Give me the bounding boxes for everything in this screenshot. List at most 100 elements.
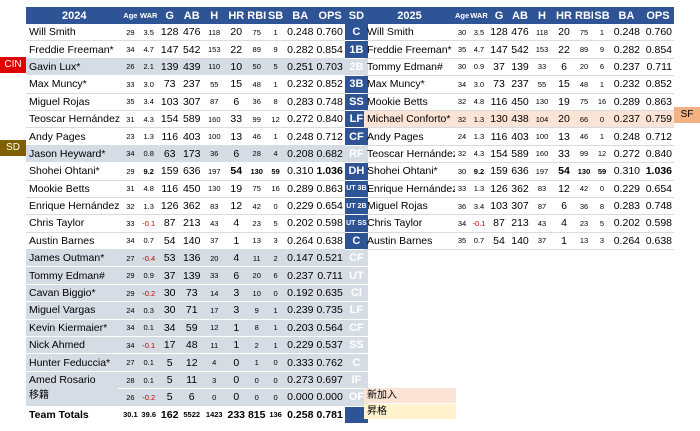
- stat-ba: 0.283: [285, 93, 316, 111]
- stat-h: 0: [203, 388, 226, 407]
- stat-ab: 636: [180, 162, 204, 181]
- col-pos-header: SD: [344, 7, 368, 24]
- stat-ops: 0.854: [315, 40, 345, 59]
- player-name: Chris Taylor: [26, 214, 123, 233]
- position-label: CF: [344, 319, 368, 338]
- stat-sb: 9: [593, 40, 611, 59]
- stat-rbi: 23: [575, 214, 593, 233]
- player-name: Max Muncy*: [26, 75, 123, 94]
- table-row: Michael Conforto* 32 1.3 130 438 104 20 66 0 0.23…: [364, 110, 674, 129]
- stat-ops: 0.598: [315, 214, 345, 233]
- col-g-header: G: [159, 7, 181, 24]
- position-label: 1B: [344, 40, 368, 59]
- player-name: Freddie Freeman*: [364, 40, 455, 59]
- stat-age: 27: [122, 353, 139, 372]
- stat-ba: 0.237: [611, 58, 642, 77]
- stat-g: 54: [159, 232, 181, 251]
- stat-ab: 139: [180, 266, 204, 285]
- stat-ops: 0.854: [642, 40, 674, 59]
- stat-ab: 213: [509, 214, 531, 233]
- stat-ab: 48: [180, 336, 204, 355]
- stat-war: 1.3: [469, 127, 489, 146]
- player-name: Amed Rosario: [26, 371, 123, 390]
- stat-ab: 237: [509, 75, 531, 94]
- stat-age: 34: [122, 232, 139, 251]
- player-name: Miguel Vargas: [26, 301, 123, 320]
- stat-ab: 11: [180, 371, 204, 390]
- stat-ab: 362: [180, 197, 204, 216]
- stat-ops: 0.762: [315, 353, 345, 372]
- stat-sb: 1: [593, 24, 611, 42]
- position-label: CF: [344, 127, 368, 146]
- stat-hr: 0: [225, 371, 248, 390]
- stat-rbi: 99: [247, 110, 267, 129]
- stat-age: 34: [122, 336, 139, 355]
- table-row: Will Smith 29 3.5 128 476 118 20 75 1 0.248 0.760 C: [26, 24, 368, 42]
- position-label: 2B: [344, 58, 368, 77]
- stat-ba: 0.273: [285, 371, 316, 390]
- stat-ba: 0.251: [285, 58, 316, 77]
- stat-ops: 0.638: [315, 232, 345, 251]
- stat-age: 33: [122, 214, 139, 233]
- stat-ops: 0.759: [642, 110, 674, 129]
- stat-h: 3: [203, 371, 226, 390]
- stat-ops: 0.703: [315, 58, 345, 77]
- table-row: Miguel Vargas 24 0.3 30 71 17 3 9 1 0.239 0.735 LF: [26, 301, 368, 320]
- stat-sb: 0: [266, 284, 286, 303]
- stat-age: 32: [122, 197, 139, 216]
- position-label: LF: [344, 301, 368, 320]
- stat-war: 0.3: [138, 301, 160, 320]
- stat-war: 3.0: [469, 75, 489, 94]
- col-rbi-header: RBI: [575, 7, 593, 24]
- stat-ops: 0.654: [642, 180, 674, 198]
- stat-ab: 73: [180, 284, 204, 303]
- stat-rbi: 23: [247, 214, 267, 233]
- player-name: Mookie Betts: [364, 93, 455, 111]
- stat-age: 34: [455, 75, 469, 94]
- stat-rbi: 89: [575, 40, 593, 59]
- stat-age: 23: [122, 127, 139, 146]
- stat-hr: 20: [225, 24, 248, 42]
- col-age-header: Age: [455, 7, 469, 24]
- stat-h: 100: [203, 127, 226, 146]
- player-name: Jason Heyward*: [26, 145, 123, 164]
- stat-sb: 0: [266, 388, 286, 407]
- stat-sb: 8: [266, 93, 286, 111]
- stat-hr: 20: [553, 110, 575, 129]
- stat-ab: 476: [509, 24, 531, 42]
- stat-rbi: 75: [575, 24, 593, 42]
- stat-rbi: 42: [575, 180, 593, 198]
- stat-ba: 0.289: [611, 93, 642, 111]
- stat-age: 28: [122, 371, 139, 390]
- stat-ab: 476: [180, 24, 204, 42]
- table-row: Freddie Freeman* 35 4.7 147 542 153 22 89 9 0.282…: [364, 40, 674, 59]
- stat-hr: 1: [225, 336, 248, 355]
- stat-hr: 1: [553, 232, 575, 251]
- stat-ab: 589: [509, 145, 531, 164]
- stat-war: 1.3: [138, 197, 160, 216]
- stat-ops: 0.712: [642, 127, 674, 146]
- stat-ops: 0.598: [642, 214, 674, 233]
- stat-war: -0.2: [138, 388, 160, 407]
- player-name: Mookie Betts: [26, 180, 123, 198]
- stat-rbi: 28: [247, 145, 267, 164]
- stat-rbi: 20: [575, 58, 593, 77]
- col-sb-header: SB: [266, 7, 286, 24]
- stat-hr: 6: [225, 145, 248, 164]
- stat-g: 17: [159, 336, 181, 355]
- stat-g: 34: [159, 319, 181, 338]
- stat-h: 14: [203, 284, 226, 303]
- stat-war: 0.9: [138, 266, 160, 285]
- stat-war: -0.1: [138, 214, 160, 233]
- stat-sb: 12: [593, 145, 611, 164]
- stat-rbi: 46: [247, 127, 267, 146]
- stat-h: 36: [203, 145, 226, 164]
- col-sb-header: SB: [593, 7, 611, 24]
- player-name: Will Smith: [364, 24, 455, 42]
- col-h-header: H: [531, 7, 553, 24]
- stat-age: 36: [455, 197, 469, 216]
- stat-ops: 0.712: [315, 127, 345, 146]
- stat-sb: 1: [593, 75, 611, 94]
- stat-hr: 6: [553, 58, 575, 77]
- stat-ab: 542: [509, 40, 531, 59]
